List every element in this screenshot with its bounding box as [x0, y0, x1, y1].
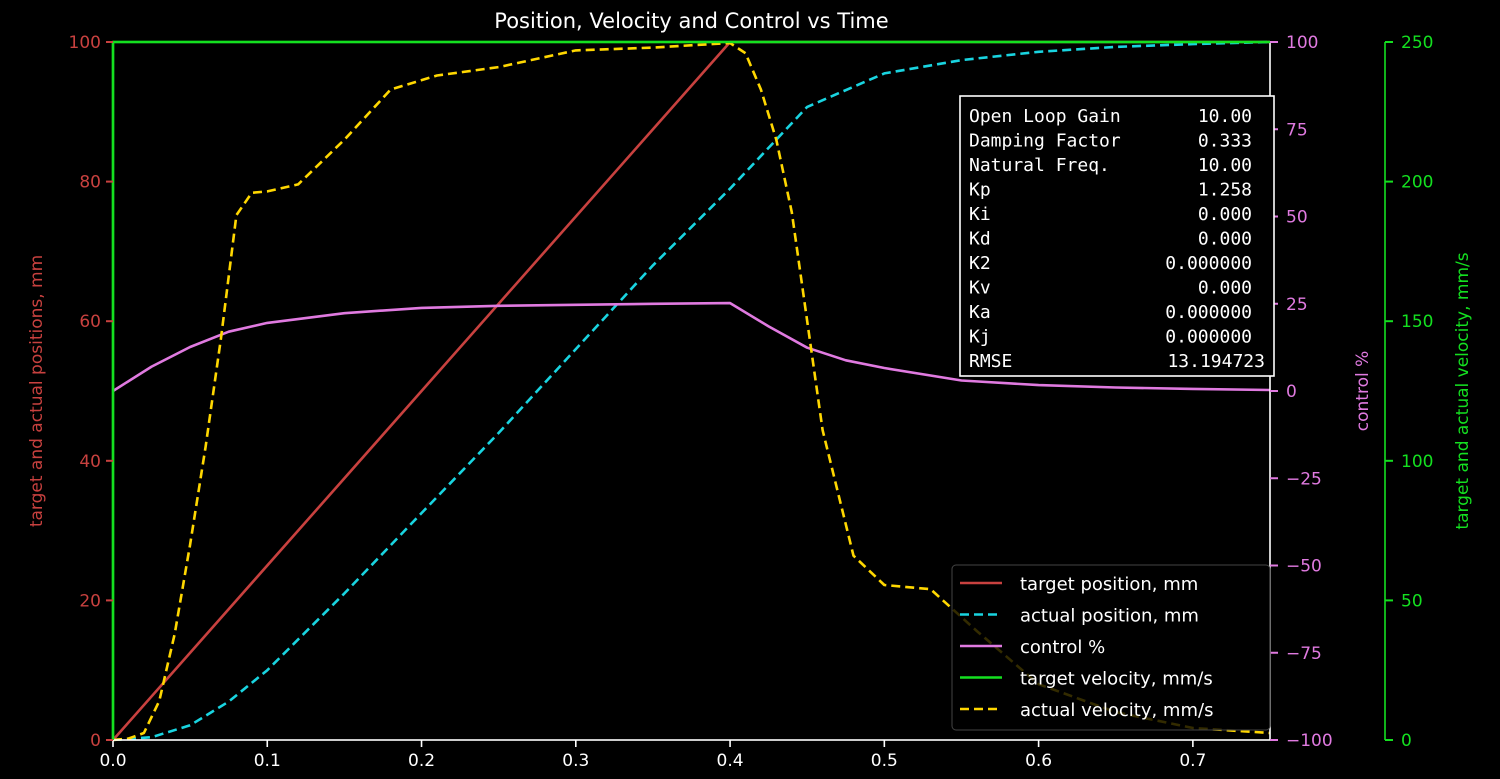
velocity-y-tick-label: 200 — [1401, 173, 1433, 193]
x-tick-label: 0.4 — [717, 751, 744, 771]
x-tick-label: 0.1 — [254, 751, 281, 771]
parameter-value: 10.00 — [1198, 155, 1252, 176]
x-tick-label: 0.3 — [562, 751, 589, 771]
velocity-y-tick-label: 0 — [1401, 731, 1412, 751]
control-y-axis-label: control % — [1353, 351, 1373, 431]
parameter-value: 0.000000 — [1165, 302, 1252, 323]
legend-entry: actual velocity, mm/s — [1020, 700, 1213, 721]
parameter-value: 0.000 — [1198, 229, 1252, 250]
parameter-value: 0.000 — [1198, 278, 1252, 299]
parameter-value: 1.258 — [1198, 180, 1252, 201]
parameter-label: Ka — [969, 302, 991, 323]
legend: target position, mm actual position, mm co… — [951, 564, 1271, 731]
left-y-tick-label: 60 — [79, 312, 101, 332]
left-y-tick-label: 20 — [79, 591, 101, 611]
legend-entry: target position, mm — [1020, 574, 1198, 595]
parameter-label: Damping Factor — [969, 131, 1121, 152]
control-y-tick-label: 0 — [1286, 382, 1297, 402]
control-y-tick-label: −75 — [1286, 644, 1322, 664]
parameter-label: Ki — [969, 204, 991, 225]
parameter-value: 0.333 — [1198, 131, 1252, 152]
parameter-value: 0.000000 — [1165, 327, 1252, 348]
left-y-tick-label: 0 — [90, 731, 101, 751]
parameter-label: Open Loop Gain — [969, 106, 1121, 127]
control-y-tick-label: 100 — [1286, 33, 1318, 53]
parameters-box-frame — [959, 95, 1275, 377]
parameter-value: 0.000000 — [1165, 253, 1252, 274]
control-y-tick-label: 50 — [1286, 208, 1308, 228]
legend-entry: actual position, mm — [1020, 606, 1199, 627]
parameter-value: 0.000 — [1198, 204, 1252, 225]
velocity-y-tick-label: 250 — [1401, 33, 1433, 53]
velocity-y-tick-label: 50 — [1401, 591, 1423, 611]
left-y-tick-label: 100 — [69, 33, 101, 53]
parameter-label: Kv — [969, 278, 991, 299]
legend-frame — [951, 564, 1271, 731]
control-y-tick-label: −100 — [1286, 731, 1333, 751]
series-line-1 — [112, 40, 1271, 742]
parameter-value: 13.194723 — [1167, 351, 1265, 372]
legend-entry: control % — [1020, 637, 1105, 658]
control-y-tick-label: −25 — [1286, 469, 1322, 489]
left-y-tick-label: 40 — [79, 452, 101, 472]
left-y-tick-label: 80 — [79, 173, 101, 193]
parameter-label: Kp — [969, 180, 991, 201]
parameter-label: Kj — [969, 327, 991, 348]
x-tick-label: 0.7 — [1179, 751, 1206, 771]
parameter-label: K2 — [969, 253, 991, 274]
control-y-tick-label: 75 — [1286, 120, 1308, 140]
legend-entry: target velocity, mm/s — [1020, 669, 1213, 690]
velocity-y-axis-label: target and actual velocity, mm/s — [1453, 252, 1473, 529]
series-line-2 — [112, 301, 1271, 393]
x-tick-label: 0.2 — [408, 751, 435, 771]
series-line-4 — [112, 41, 1271, 742]
parameter-value: 10.00 — [1198, 106, 1252, 127]
velocity-y-tick-label: 100 — [1401, 452, 1433, 472]
parameter-label: RMSE — [969, 351, 1012, 372]
control-y-tick-label: 25 — [1286, 295, 1308, 315]
parameter-label: Kd — [969, 229, 991, 250]
control-y-tick-label: −50 — [1286, 557, 1322, 577]
velocity-y-tick-label: 150 — [1401, 312, 1433, 332]
left-y-axis-label: target and actual positions, mm — [27, 255, 47, 527]
chart-title: Position, Velocity and Control vs Time — [494, 9, 888, 33]
parameters-box: Open Loop Gain 10.00 Damping Factor 0.333 Na… — [959, 95, 1275, 377]
parameter-label: Natural Freq. — [969, 155, 1110, 176]
x-tick-label: 0.5 — [871, 751, 898, 771]
x-tick-label: 0.0 — [99, 751, 126, 771]
x-tick-label: 0.6 — [1025, 751, 1052, 771]
